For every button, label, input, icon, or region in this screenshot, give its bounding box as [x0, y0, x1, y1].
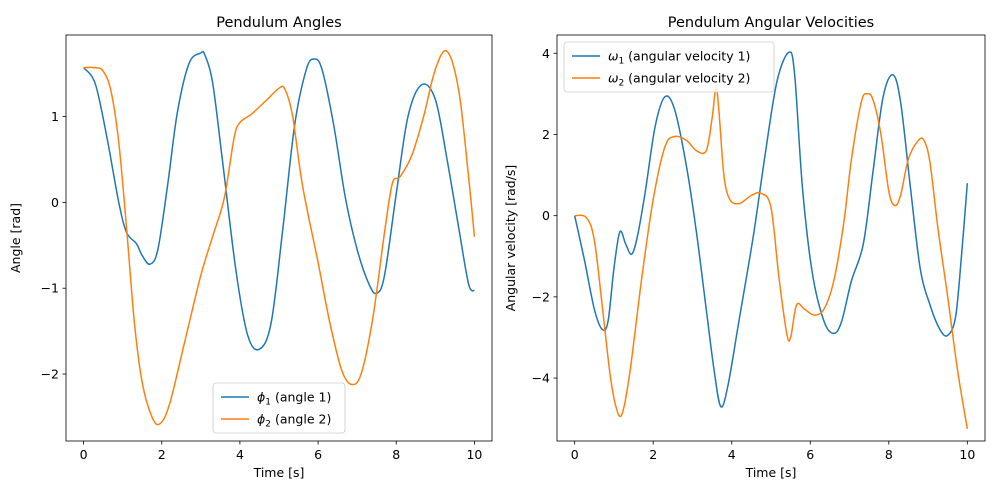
- x-tick-label: 0: [571, 447, 579, 462]
- x-tick-label: 2: [649, 447, 657, 462]
- series-line-1: [82, 50, 475, 351]
- chart-panel-2: Pendulum Angular Velocities 0 2 4 6 8 10 −4 −2 0 2…: [503, 15, 986, 480]
- x-tick-label: 4: [236, 447, 244, 462]
- x-tick-label: 10: [959, 447, 975, 462]
- y-tick-label: 4: [542, 46, 550, 61]
- y-tick-label: −2: [41, 367, 59, 382]
- legend-text: (angular velocity 1): [624, 49, 750, 64]
- y-tick-label: 1: [51, 109, 59, 124]
- x-axis-label: Time [s]: [745, 465, 797, 480]
- x-tick-label: 10: [466, 447, 482, 462]
- legend-box: [563, 41, 775, 93]
- y-tick-label: 0: [542, 208, 550, 223]
- x-tick-label: 6: [806, 447, 814, 462]
- legend-symbol: ω: [608, 49, 618, 64]
- y-tick-label: −4: [532, 371, 550, 386]
- y-axis-label: Angular velocity [rad/s]: [503, 165, 518, 312]
- x-tick-label: 8: [885, 447, 893, 462]
- x-tick-label: 2: [158, 447, 166, 462]
- series-line-1: [573, 51, 969, 408]
- legend-text: (angle 1): [271, 390, 331, 405]
- legend-symbol: ω: [608, 71, 618, 86]
- y-tick-label: −1: [41, 281, 59, 296]
- plot-frame: [65, 34, 493, 442]
- legend-subscript: 2: [265, 420, 271, 430]
- x-axis-label: Time [s]: [253, 465, 305, 480]
- chart-panel-1: Pendulum Angles 0 2 4 6 8 10 −2 −1 0 1 Time [s] Angl…: [8, 15, 493, 480]
- x-tick-label: 0: [80, 447, 88, 462]
- x-tick-label: 6: [314, 447, 322, 462]
- legend-text: (angular velocity 2): [624, 71, 750, 86]
- legend: ω1 (angular velocity 1)ω2 (angular veloc…: [563, 41, 775, 93]
- legend-label-2: ϕ2 (angle 2): [257, 412, 331, 430]
- plot-frame: [556, 34, 986, 442]
- legend-label-1: ω1 (angular velocity 1): [608, 49, 750, 67]
- x-tick-label: 4: [728, 447, 736, 462]
- legend-subscript: 2: [618, 79, 624, 89]
- y-tick-label: −2: [532, 289, 550, 304]
- y-axis-label: Angle [rad]: [8, 203, 23, 273]
- legend-subscript: 1: [265, 398, 271, 408]
- legend-label-2: ω2 (angular velocity 2): [608, 71, 750, 89]
- legend-symbol: ϕ: [257, 412, 265, 427]
- legend-symbol: ϕ: [257, 390, 265, 405]
- x-tick-label: 8: [392, 447, 400, 462]
- series-line-2: [83, 49, 476, 426]
- legend-subscript: 1: [618, 57, 624, 67]
- legend-label-1: ϕ1 (angle 1): [257, 390, 331, 408]
- legend-text: (angle 2): [271, 412, 331, 427]
- legend: ϕ1 (angle 1)ϕ2 (angle 2): [212, 382, 346, 434]
- chart-title: Pendulum Angular Velocities: [668, 15, 874, 31]
- series-line-2: [574, 87, 969, 429]
- y-tick-label: 0: [51, 195, 59, 210]
- y-tick-label: 2: [542, 127, 550, 142]
- chart-title: Pendulum Angles: [216, 15, 342, 31]
- legend-box: [212, 382, 346, 434]
